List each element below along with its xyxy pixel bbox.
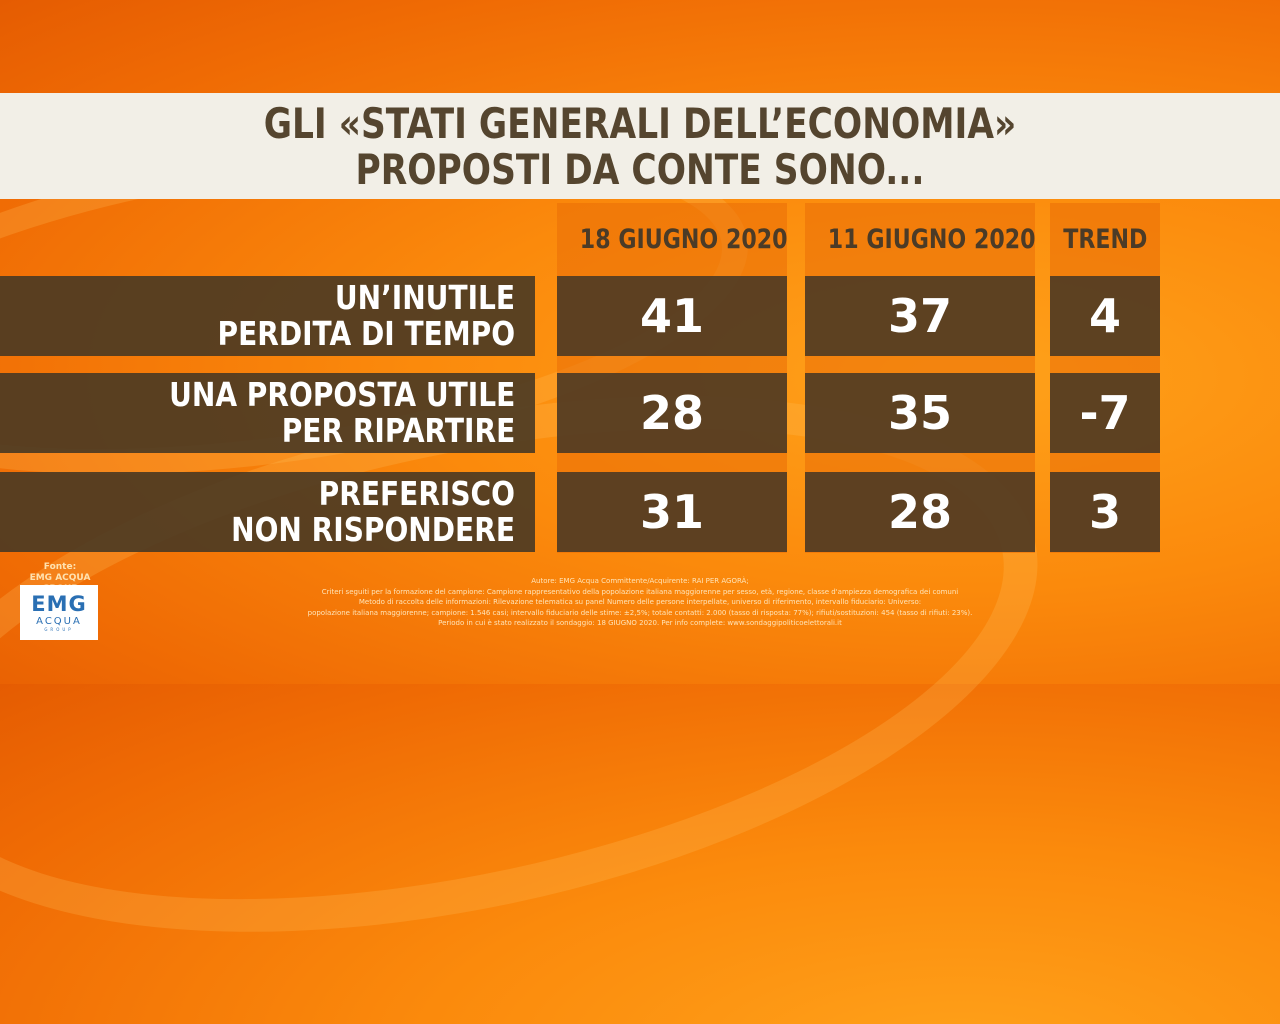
footnote-line: Autore: EMG Acqua Committente/Acquirente…	[531, 577, 749, 585]
table-cell: -7	[1050, 373, 1160, 453]
row-label-line: PREFERISCO	[318, 474, 515, 513]
table-row-label: UNA PROPOSTA UTILE PER RIPARTIRE	[0, 373, 535, 453]
footnote-line: Criteri seguiti per la formazione del ca…	[321, 587, 959, 596]
title-band: GLI «STATI GENERALI DELL’ECONOMIA» PROPO…	[0, 93, 1280, 199]
row-label-line: UNA PROPOSTA UTILE	[168, 375, 515, 414]
table-cell: 31	[557, 472, 787, 552]
table-row-label: PREFERISCO NON RISPONDERE	[0, 472, 535, 552]
column-header-18-giugno: 18 GIUGNO 2020	[579, 224, 788, 255]
table-cell: 37	[805, 276, 1035, 356]
table-cell: 28	[805, 472, 1035, 552]
column-header-trend: TREND	[1062, 224, 1148, 255]
row-label-line: PER RIPARTIRE	[281, 411, 515, 450]
title-line-1: GLI «STATI GENERALI DELL’ECONOMIA»	[263, 99, 1017, 148]
table-cell: 28	[557, 373, 787, 453]
row-label-line: PERDITA DI TEMPO	[217, 314, 515, 353]
column-header-11-giugno: 11 GIUGNO 2020	[827, 224, 1036, 255]
footnote-line: Periodo in cui è stato realizzato il son…	[438, 619, 842, 627]
table-cell: 4	[1050, 276, 1160, 356]
table-row-label: UN’INUTILE PERDITA DI TEMPO	[0, 276, 535, 356]
table-cell: 35	[805, 373, 1035, 453]
table-cell: 41	[557, 276, 787, 356]
footnote-line: Metodo di raccolta delle informazioni: R…	[358, 598, 922, 606]
footnote-line: popolazione italiana maggiorenne; campio…	[307, 608, 973, 617]
row-label-line: UN’INUTILE	[334, 278, 515, 317]
title-line-2: PROPOSTI DA CONTE SONO...	[355, 145, 925, 194]
row-label-line: NON RISPONDERE	[231, 510, 515, 549]
emg-logo: EMG ACQUA GROUP	[20, 585, 98, 640]
table-cell: 3	[1050, 472, 1160, 552]
methodology-footnote: Autore: EMG Acqua Committente/Acquirente…	[245, 576, 1035, 629]
